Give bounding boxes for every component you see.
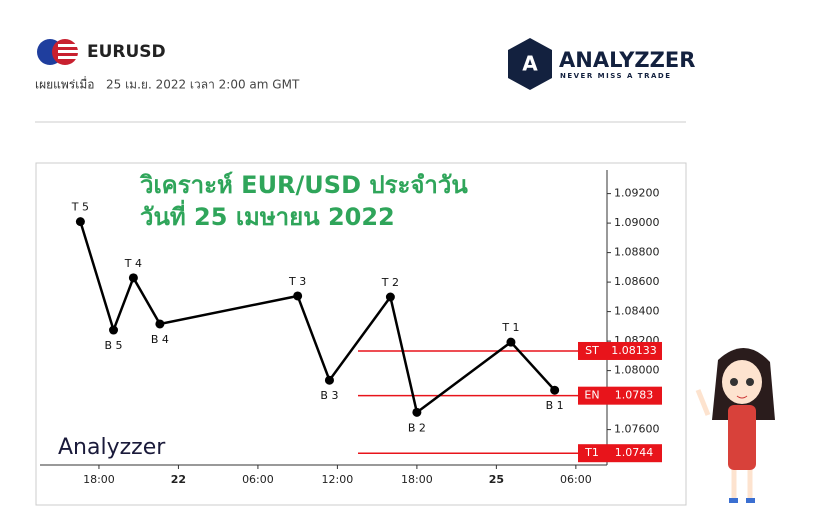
pivot-label: B 1 [546,399,564,412]
y-tick-label: 1.09200 [614,187,660,200]
pivot-point [506,337,516,347]
level-name: EN [584,389,599,402]
logo-name: ANALYZZER [559,48,695,72]
y-tick-label: 1.08600 [614,275,660,288]
level-tag [578,341,607,360]
x-tick-label: 06:00 [242,473,274,486]
published-label: เผยแพร่เมื่อ [35,76,94,92]
y-tick-label: 1.07600 [614,423,660,436]
y-tick-label: 1.09000 [614,216,660,229]
symbol: EURUSD [87,42,166,62]
pivot-label: B 4 [151,333,169,346]
flag-icon [37,39,78,65]
level-value: 1.08133 [611,344,657,357]
level-value-box [607,341,662,360]
level-tag [578,386,607,405]
pivot-label: T 5 [71,201,89,214]
chart: 1.092001.090001.088001.086001.084001.082… [40,170,662,486]
pivot-point [128,273,138,283]
pivot-label: T 3 [288,275,306,288]
x-tick-label: 22 [171,473,186,486]
pivot-point [550,385,560,395]
level-value-box [607,444,662,463]
level-name: T1 [584,446,599,459]
level-value: 1.0744 [615,446,654,459]
published-date: 25 เม.ย. 2022 เวลา 2:00 am GMT [106,78,300,92]
level-value: 1.0783 [615,389,654,402]
x-tick-label: 06:00 [560,473,592,486]
pivot-point [75,217,85,227]
chart-frame [35,162,687,506]
pivot-point [385,292,395,302]
logo-tagline: NEVER MISS A TRADE [560,72,671,80]
level-name: ST [585,344,599,357]
pivot-label: T 4 [124,257,142,270]
pivot-label: B 2 [408,421,426,434]
level-tag [578,444,607,463]
y-tick-label: 1.08800 [614,246,660,259]
level-value-box [607,386,662,405]
logo-badge: A [522,52,538,76]
y-tick-label: 1.08400 [614,305,660,318]
pivot-point [155,319,165,329]
chart-title: วันที่ 25 เมษายน 2022 [140,199,395,231]
logo: A ANALYZZER NEVER MISS A TRADE [508,38,695,90]
pivot-point [324,375,334,385]
watermark: Analyzzer [58,435,166,460]
pivot-label: B 3 [320,389,338,402]
chart-title: วิเคราะห์ EUR/USD ประจำวัน [139,171,468,199]
x-tick-label: 18:00 [83,473,115,486]
x-tick-label: 25 [489,473,504,486]
cartoon-girl [695,347,775,503]
zigzag-line [79,221,556,415]
pivot-label: T 1 [501,321,519,334]
x-tick-label: 12:00 [322,473,354,486]
pivot-label: T 2 [381,276,399,289]
x-tick-label: 18:00 [401,473,433,486]
y-tick-label: 1.08000 [614,364,660,377]
pivot-point [293,291,303,301]
pivot-label: B 5 [104,339,122,352]
pivot-point [412,407,422,417]
pivot-point [109,325,119,335]
